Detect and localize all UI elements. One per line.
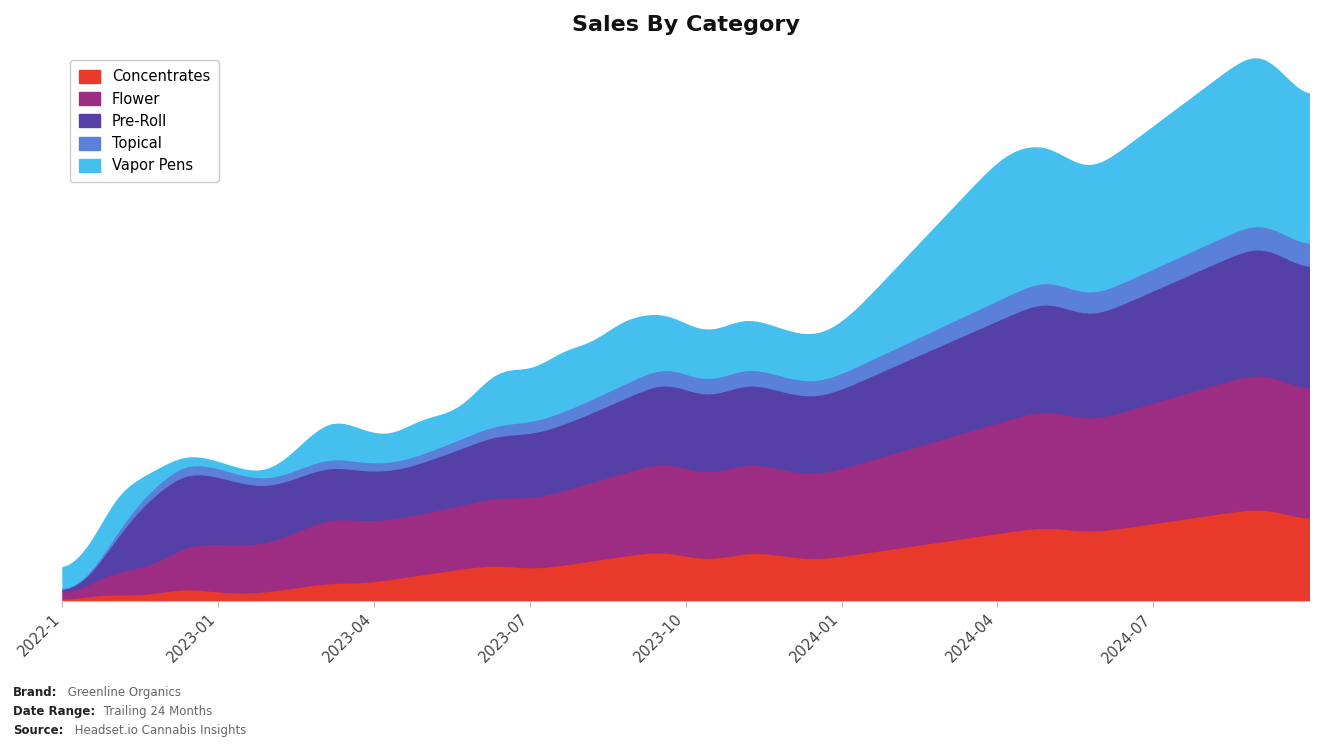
Text: Headset.io Cannabis Insights: Headset.io Cannabis Insights	[71, 724, 246, 737]
Text: Date Range:: Date Range:	[13, 705, 95, 718]
Text: Greenline Organics: Greenline Organics	[64, 687, 180, 699]
Text: Brand:: Brand:	[13, 687, 58, 699]
Text: Trailing 24 Months: Trailing 24 Months	[101, 705, 212, 718]
Legend: Concentrates, Flower, Pre-Roll, Topical, Vapor Pens: Concentrates, Flower, Pre-Roll, Topical,…	[70, 61, 218, 183]
Text: Source:: Source:	[13, 724, 64, 737]
Title: Sales By Category: Sales By Category	[572, 15, 800, 35]
